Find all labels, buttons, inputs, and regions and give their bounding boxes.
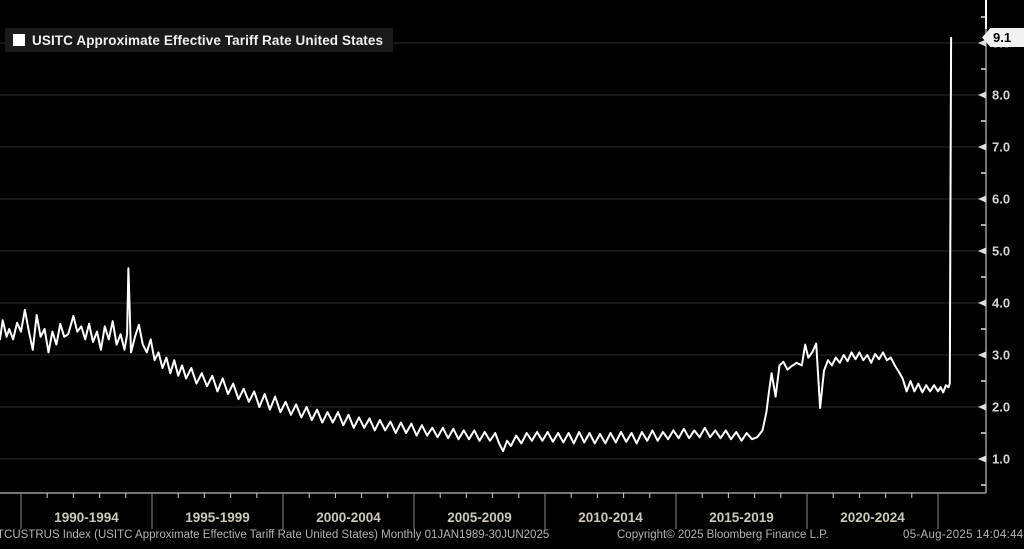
y-major-tick-arrow [978,403,986,411]
footer-copyright-text: Copyright© 2025 Bloomberg Finance L.P. [617,529,829,541]
last-price-tag: 9.1 [982,28,1024,47]
y-tick-label: 8.0 [992,88,1010,103]
x-tick-label: 2005-2009 [447,510,512,525]
y-tick-label: 6.0 [992,192,1010,207]
y-tick-label: 7.0 [992,140,1010,155]
y-major-tick-arrow [978,91,986,99]
footer-ticker-text: TCUSTRUS Index (USITC Approximate Effect… [0,529,550,541]
series-swatch-icon [13,34,25,46]
x-tick-label: 2000-2004 [316,510,381,525]
y-major-tick-arrow [978,143,986,151]
tariff-rate-line [0,36,953,453]
footer-bar: TCUSTRUS Index (USITC Approximate Effect… [0,529,1024,549]
x-tick-label: 1990-1994 [54,510,119,525]
y-tick-label: 3.0 [992,348,1010,363]
y-major-tick-arrow [978,247,986,255]
y-tick-label: 1.0 [992,452,1010,467]
y-tick-label: 2.0 [992,400,1010,415]
y-major-tick-arrow [978,299,986,307]
y-major-tick-arrow [978,39,986,47]
last-price-value: 9.1 [993,30,1012,45]
x-tick-label: 2015-2019 [709,510,774,525]
x-tick-label: 2020-2024 [840,510,905,525]
footer-timestamp-text: 05-Aug-2025 14:04:44 [903,529,1024,541]
y-tick-label: 4.0 [992,296,1010,311]
y-major-tick-arrow [978,351,986,359]
y-major-tick-arrow [978,455,986,463]
y-tick-label: 5.0 [992,244,1010,259]
legend[interactable]: USITC Approximate Effective Tariff Rate … [5,28,394,52]
y-major-tick-arrow [978,195,986,203]
x-tick-label: 2010-2014 [578,510,643,525]
legend-label: USITC Approximate Effective Tariff Rate … [32,32,384,48]
x-tick-label: 1995-1999 [185,510,250,525]
